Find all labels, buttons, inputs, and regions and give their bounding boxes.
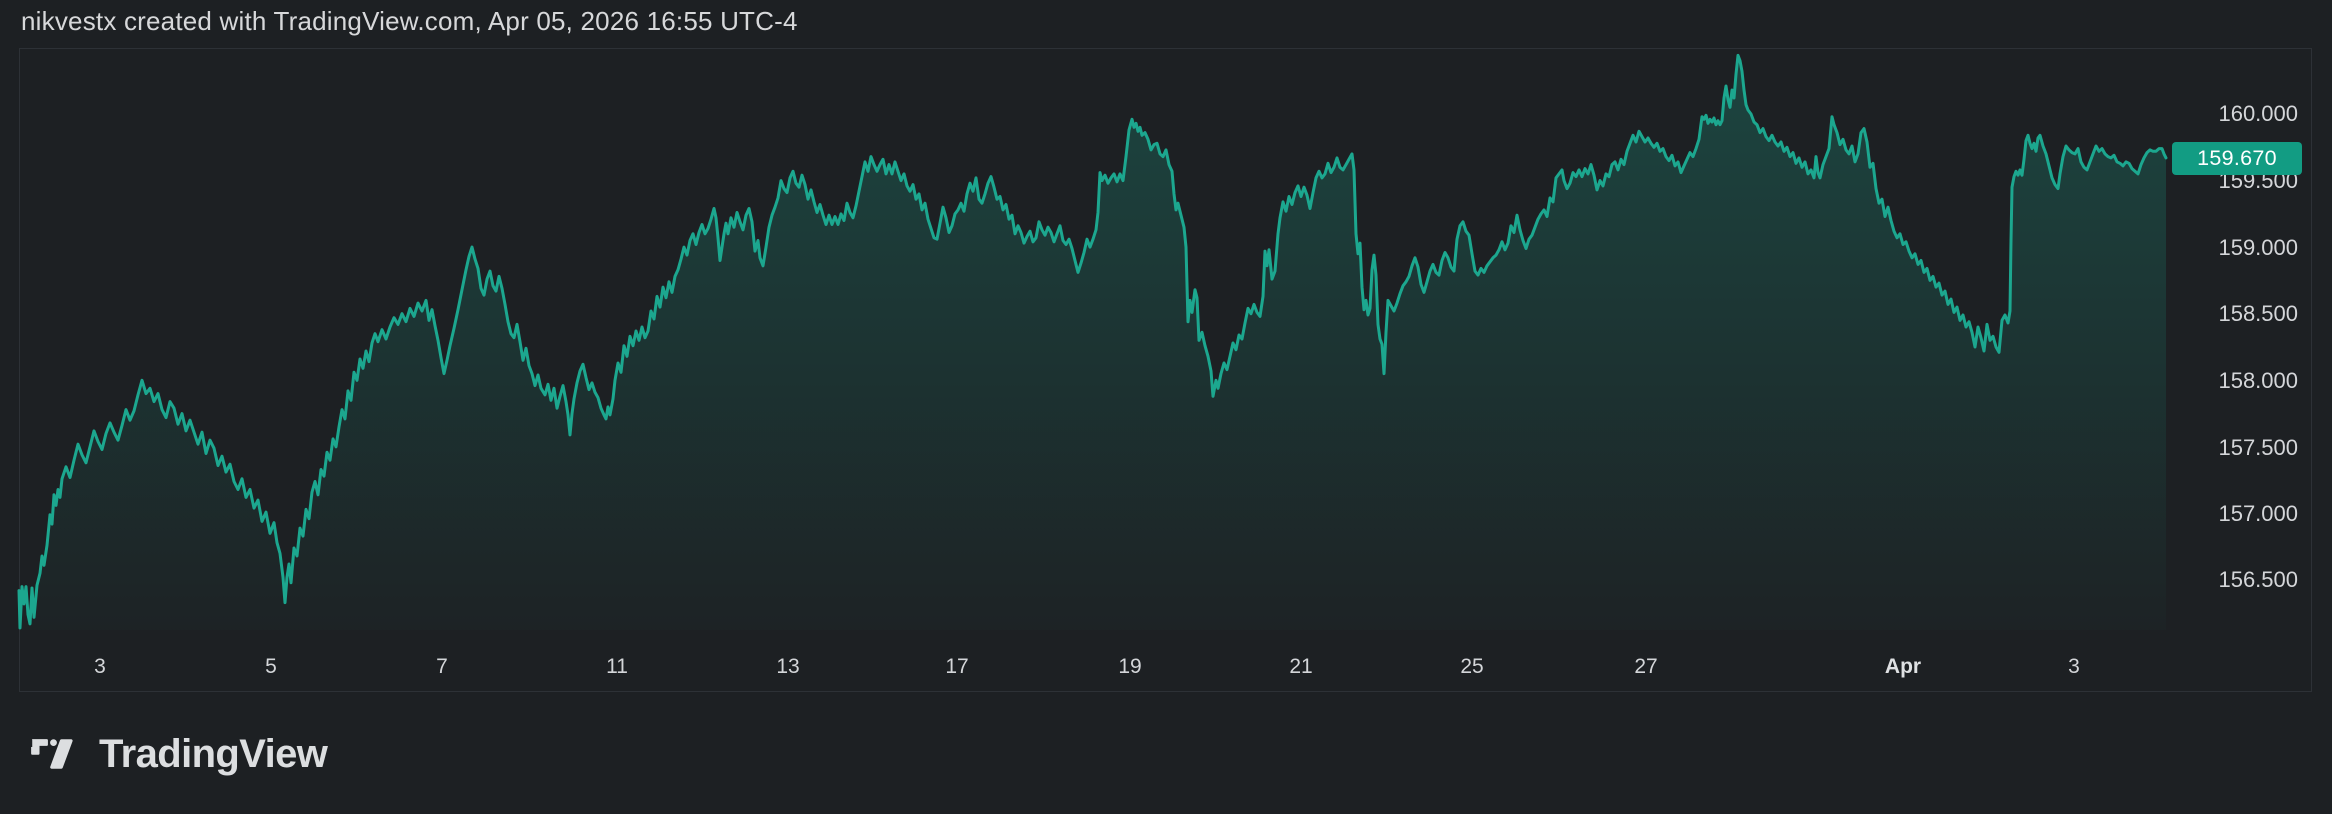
chart-panel [19,48,2312,692]
chart-attribution: nikvestx created with TradingView.com, A… [21,6,798,36]
tradingview-wordmark: TradingView [99,732,328,776]
area-fill [19,55,2166,630]
tradingview-logo[interactable]: TradingView [30,732,328,776]
tradingview-logo-icon [31,739,73,769]
last-price-badge: 159.670 [2172,142,2302,175]
price-line [17,53,2168,630]
